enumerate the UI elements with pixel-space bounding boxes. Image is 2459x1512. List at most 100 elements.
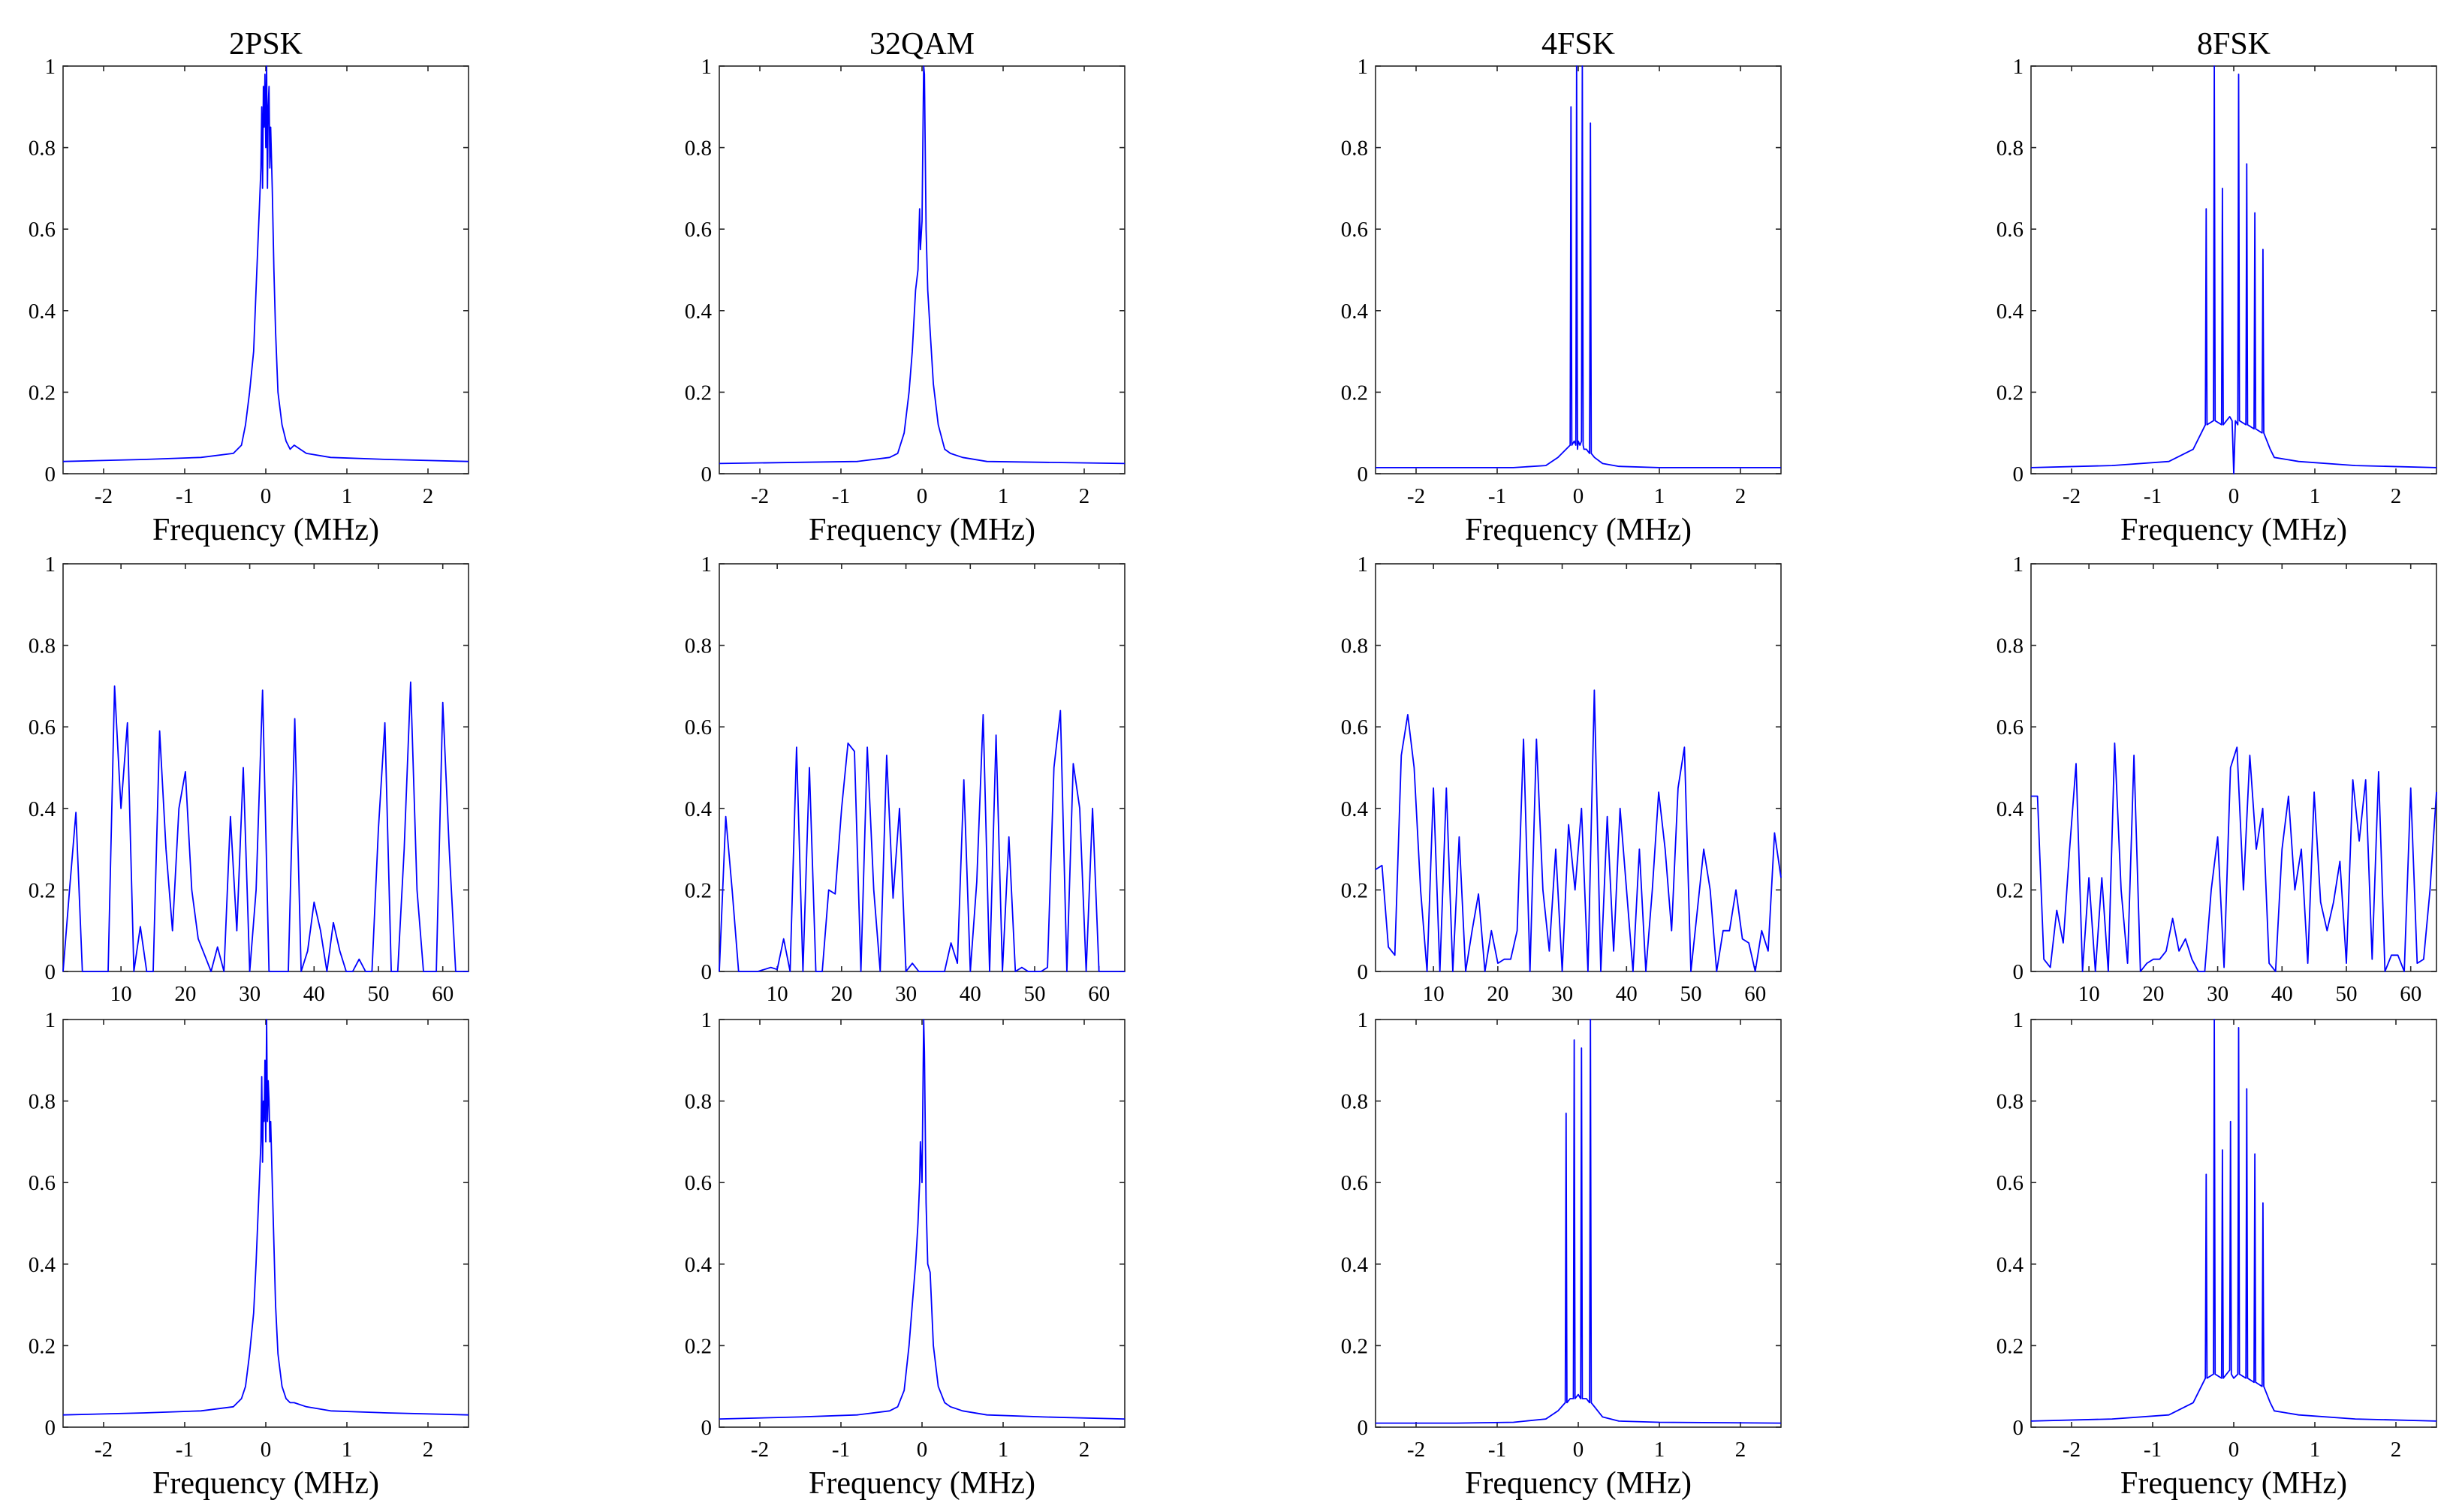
axes-box	[719, 1019, 1126, 1428]
x-tick-label: 2	[1735, 1438, 1746, 1462]
axes-box	[1375, 563, 1782, 972]
y-tick-label: 0	[1358, 960, 1369, 984]
y-tick-label: 0	[701, 1416, 713, 1440]
y-tick-label: 1	[1358, 553, 1369, 577]
x-tick-label: 1	[2310, 484, 2321, 508]
y-tick-label: 0.4	[685, 797, 713, 821]
x-tick-label: 50	[1680, 982, 1702, 1006]
x-tick-label: -1	[176, 1438, 194, 1462]
x-tick-label: 2	[1079, 1438, 1090, 1462]
x-tick-label: 20	[2142, 982, 2164, 1006]
x-tick-label: 60	[1088, 982, 1110, 1006]
y-tick-label: 0.6	[685, 218, 712, 242]
y-tick-label: 0.6	[685, 715, 712, 739]
x-axis-label: Frequency (MHz)	[152, 1466, 379, 1501]
y-tick-label: 0.2	[29, 878, 56, 902]
x-tick-label: 30	[239, 982, 261, 1006]
y-tick-label: 0.4	[1996, 797, 2024, 821]
axes-box	[2030, 1019, 2437, 1428]
x-tick-label: -1	[176, 484, 194, 508]
x-tick-label: 40	[1616, 982, 1638, 1006]
x-tick-label: 50	[368, 982, 390, 1006]
subplot-2-2: 0 0.2 0.4 0.6 0.8 1 -2 -1 0 1 2 Frequency (MHz)	[1341, 1008, 1782, 1501]
y-tick-label: 0.8	[1996, 137, 2024, 161]
y-tick-label: 0.4	[1341, 1253, 1369, 1277]
y-tick-label: 0.2	[685, 381, 712, 405]
subplot-0-1: 0 0.2 0.4 0.6 0.8 1 -2 -1 0 1 2 32QAM Frequency (MHz…	[685, 27, 1126, 547]
x-tick-label: 1	[998, 484, 1009, 508]
y-tick-label: 0.8	[1341, 137, 1368, 161]
subplot-title: 8FSK	[2197, 27, 2271, 62]
series-line-0	[2030, 1019, 2437, 1422]
x-tick-label: 1	[1654, 484, 1665, 508]
x-tick-label: -1	[1488, 484, 1506, 508]
x-axis-label: Frequency (MHz)	[809, 513, 1035, 547]
x-tick-label: -2	[2063, 1438, 2081, 1462]
y-tick-label: 0.2	[1341, 1334, 1368, 1358]
y-tick-label: 0	[701, 960, 713, 984]
axes-box	[719, 563, 1126, 972]
x-tick-label: 2	[2391, 1438, 2402, 1462]
series-line-0	[719, 1019, 1126, 1420]
y-tick-label: 0.6	[1996, 715, 2024, 739]
y-tick-label: 0	[2013, 960, 2024, 984]
x-tick-label: 1	[998, 1438, 1009, 1462]
y-tick-label: 0.2	[1996, 878, 2024, 902]
subplot-title: 2PSK	[229, 27, 303, 62]
x-tick-label: 10	[1423, 982, 1445, 1006]
axes-box	[62, 563, 469, 972]
subplot-1-2: 0 0.2 0.4 0.6 0.8 1 10 20 30 40 50 60	[1341, 553, 1782, 1006]
y-tick-label: 0.4	[685, 1253, 713, 1277]
x-tick-label: 2	[1079, 484, 1090, 508]
x-tick-label: 1	[342, 484, 353, 508]
y-tick-label: 0	[1358, 1416, 1369, 1440]
x-tick-label: 2	[423, 1438, 434, 1462]
y-tick-label: 0.6	[29, 1171, 56, 1195]
y-tick-label: 0.2	[1996, 1334, 2024, 1358]
subplot-2-1: 0 0.2 0.4 0.6 0.8 1 -2 -1 0 1 2 Frequency (MHz)	[685, 1008, 1126, 1501]
y-tick-label: 0.2	[685, 1334, 712, 1358]
y-tick-label: 1	[701, 55, 713, 79]
y-tick-label: 0.8	[29, 634, 56, 658]
y-tick-label: 0.8	[29, 137, 56, 161]
subplot-title: 32QAM	[869, 27, 975, 62]
series-line-0	[719, 709, 1125, 972]
series-line-0	[62, 1019, 469, 1416]
y-tick-label: 0.6	[685, 1171, 712, 1195]
y-tick-label: 0.4	[1996, 300, 2024, 324]
x-tick-label: 20	[830, 982, 852, 1006]
x-axis-label: Frequency (MHz)	[1465, 513, 1692, 547]
series-line-0	[719, 65, 1126, 465]
axes-box	[2030, 563, 2437, 972]
x-tick-label: -2	[2063, 484, 2081, 508]
x-tick-label: 10	[767, 982, 788, 1006]
subplot-2-0: 0 0.2 0.4 0.6 0.8 1 -2 -1 0 1 2 Frequency (MHz)	[29, 1008, 469, 1501]
x-tick-label: -1	[2144, 1438, 2162, 1462]
y-tick-label: 0.8	[1341, 1090, 1368, 1114]
y-tick-label: 0	[45, 960, 56, 984]
x-axis-label: Frequency (MHz)	[2120, 513, 2347, 547]
x-tick-label: -1	[832, 1438, 850, 1462]
y-tick-label: 0.2	[1996, 381, 2024, 405]
x-tick-label: -2	[751, 484, 769, 508]
y-tick-label: 0.6	[29, 715, 56, 739]
x-tick-label: 60	[1744, 982, 1766, 1006]
x-tick-label: 0	[2228, 1438, 2240, 1462]
subplot-1-1: 0 0.2 0.4 0.6 0.8 1 10 20 30 40 50 60	[685, 553, 1126, 1006]
x-tick-label: 1	[342, 1438, 353, 1462]
x-tick-label: 30	[1551, 982, 1573, 1006]
axes-box	[1375, 1019, 1782, 1428]
x-tick-label: 60	[2400, 982, 2421, 1006]
y-tick-label: 0.2	[1341, 381, 1368, 405]
x-axis-label: Frequency (MHz)	[809, 1466, 1035, 1501]
y-tick-label: 0	[2013, 462, 2024, 486]
y-tick-label: 0.2	[29, 381, 56, 405]
x-tick-label: -2	[95, 1438, 113, 1462]
subplot-2-3: 0 0.2 0.4 0.6 0.8 1 -2 -1 0 1 2 Frequency (MHz)	[1996, 1008, 2437, 1501]
y-tick-label: 0.4	[29, 797, 56, 821]
subplot-1-0: 0 0.2 0.4 0.6 0.8 1 10 20 30 40 50 60	[29, 553, 469, 1006]
y-tick-label: 1	[45, 55, 56, 79]
x-tick-label: 2	[2391, 484, 2402, 508]
y-tick-label: 0.2	[1341, 878, 1368, 902]
y-tick-label: 0.2	[29, 1334, 56, 1358]
